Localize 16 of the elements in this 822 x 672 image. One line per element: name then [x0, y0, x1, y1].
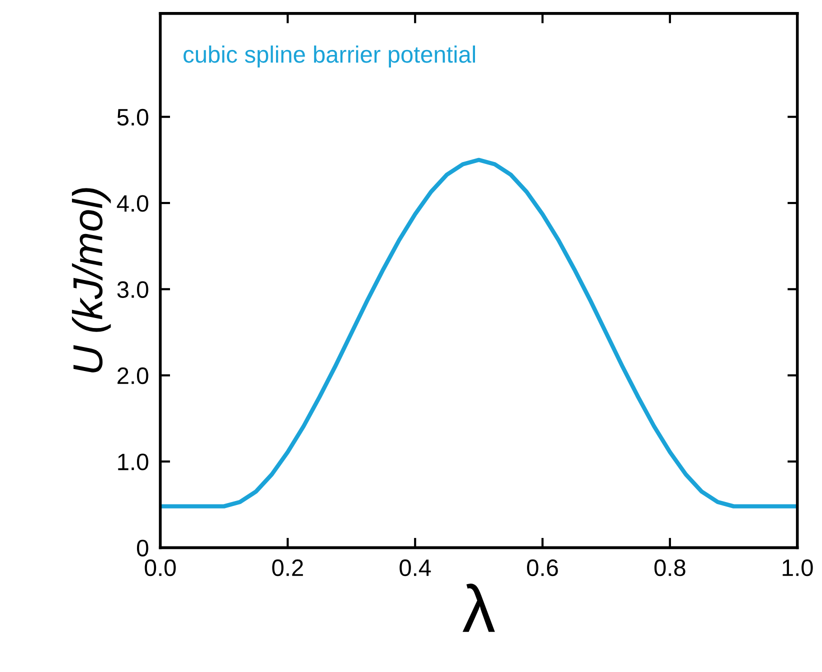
- y-tick-label: 4.0: [116, 195, 148, 212]
- y-tick-label: 5.0: [117, 108, 148, 126]
- x-axis-title: λ: [462, 584, 495, 632]
- y-tick-label: 0: [136, 540, 148, 556]
- line-series: [160, 158, 798, 508]
- x-tick-label: 0.0: [144, 559, 176, 576]
- annotation: cubic spline barrier potential: [184, 45, 475, 68]
- x-tick-label: 0.6: [527, 559, 558, 576]
- x-tick-label: 0.2: [272, 559, 303, 576]
- x-tick-label: 1.0: [782, 559, 813, 576]
- x-tick-label: 0.8: [654, 559, 686, 576]
- x-tick-label: 0.4: [400, 559, 431, 576]
- y-tick-label: 2.0: [118, 367, 148, 384]
- y-tick-label: 1.0: [118, 454, 148, 470]
- y-tick-label: 3.0: [117, 281, 148, 298]
- y-axis-title: U (kJ/mol): [72, 188, 111, 372]
